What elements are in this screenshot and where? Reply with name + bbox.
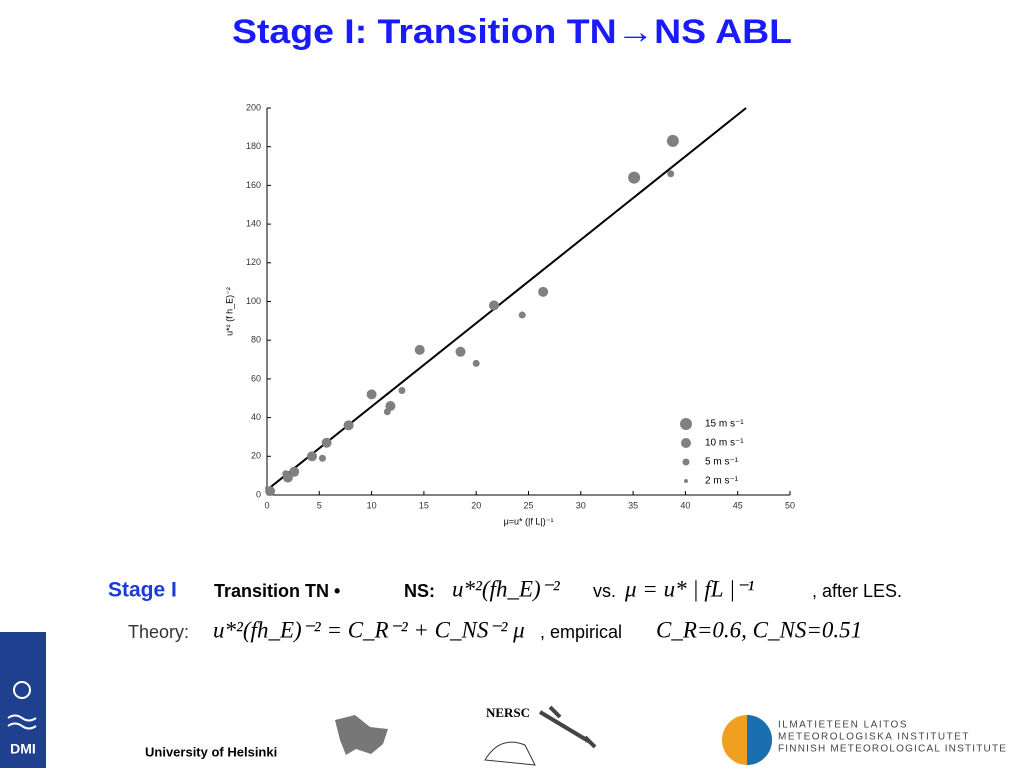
x-axis-label: μ=u* (|f L|)⁻¹ (504, 516, 554, 526)
y-tick-label: 200 (246, 102, 261, 112)
legend-marker (680, 418, 692, 430)
x-tick-label: 40 (680, 500, 690, 510)
fmi-text: ILMATIETEEN LAITOS (778, 720, 908, 731)
point (455, 346, 466, 357)
dmi-logo (0, 632, 46, 768)
y-tick-label: 80 (251, 335, 261, 345)
fmi-logo (747, 715, 772, 765)
point (366, 389, 377, 400)
y-tick-label: 0 (256, 489, 261, 499)
point (306, 451, 317, 462)
legend-marker (682, 458, 690, 466)
point (398, 387, 406, 395)
y-tick-label: 40 (251, 412, 261, 422)
helsinki-logo (335, 715, 388, 755)
caption-text: , after LES. (812, 581, 902, 601)
legend-label: 2 m s⁻¹ (705, 476, 739, 487)
formula: u*²(fh_E)⁻² (452, 576, 561, 601)
legend-marker (681, 438, 691, 448)
legend-label: 5 m s⁻¹ (705, 457, 739, 468)
x-tick-label: 10 (367, 500, 377, 510)
formula: C_R=0.6, C_NS=0.51 (656, 617, 862, 642)
caption-text: vs. (593, 581, 616, 601)
point (265, 486, 269, 491)
x-tick-label: 15 (419, 500, 429, 510)
point (538, 286, 549, 297)
formula: u*²(fh_E)⁻² = C_R⁻² + C_NS⁻² μ (213, 617, 525, 642)
x-tick-label: 30 (576, 500, 586, 510)
dmi-icon (7, 714, 37, 730)
slide-title: Stage I: Transition TN→NS ABL (232, 13, 792, 51)
x-tick-label: 5 (317, 500, 322, 510)
point (666, 134, 679, 147)
point (383, 408, 391, 416)
nersc-text: NERSC (486, 705, 530, 720)
dmi-icon (13, 681, 31, 699)
point (282, 470, 290, 478)
nersc-logo (484, 741, 536, 766)
dmi-text: DMI (10, 741, 36, 757)
point (628, 171, 641, 184)
point (518, 311, 526, 319)
y-tick-label: 100 (246, 296, 261, 306)
caption-text: , empirical (540, 622, 622, 642)
caption-text: NS: (404, 581, 435, 601)
x-tick-label: 35 (628, 500, 638, 510)
caption-text: Stage I (108, 579, 177, 602)
point (667, 170, 675, 178)
point (488, 300, 499, 311)
caption-text: Transition TN • (214, 581, 340, 601)
y-tick-label: 180 (246, 141, 261, 151)
formula: μ = u* | fL |⁻¹ (624, 576, 754, 601)
x-tick-label: 45 (733, 500, 743, 510)
satellite-icon (538, 705, 597, 749)
fit-line (266, 107, 747, 491)
legend-marker (684, 479, 688, 483)
y-tick-label: 120 (246, 257, 261, 267)
x-tick-label: 0 (264, 500, 269, 510)
x-tick-label: 50 (785, 500, 795, 510)
point (343, 420, 354, 431)
legend-label: 10 m s⁻¹ (705, 438, 744, 449)
point (321, 437, 332, 448)
point (472, 359, 480, 367)
x-tick-label: 20 (471, 500, 481, 510)
caption-text: Theory: (128, 622, 189, 642)
fmi-text: FINNISH METEOROLOGICAL INSTITUTE (778, 744, 1007, 755)
point (414, 344, 425, 355)
fmi-text: METEOROLOGISKA INSTITUTET (778, 732, 970, 743)
x-tick-label: 25 (523, 500, 533, 510)
y-tick-label: 140 (246, 218, 261, 228)
y-tick-label: 160 (246, 180, 261, 190)
point (289, 466, 300, 477)
y-tick-label: 20 (251, 451, 261, 461)
university-text: University of Helsinki (145, 744, 277, 759)
y-tick-label: 60 (251, 373, 261, 383)
legend-label: 15 m s⁻¹ (705, 419, 744, 430)
y-axis-label: u*² (f h_E)⁻² (224, 287, 234, 336)
point (318, 454, 326, 462)
